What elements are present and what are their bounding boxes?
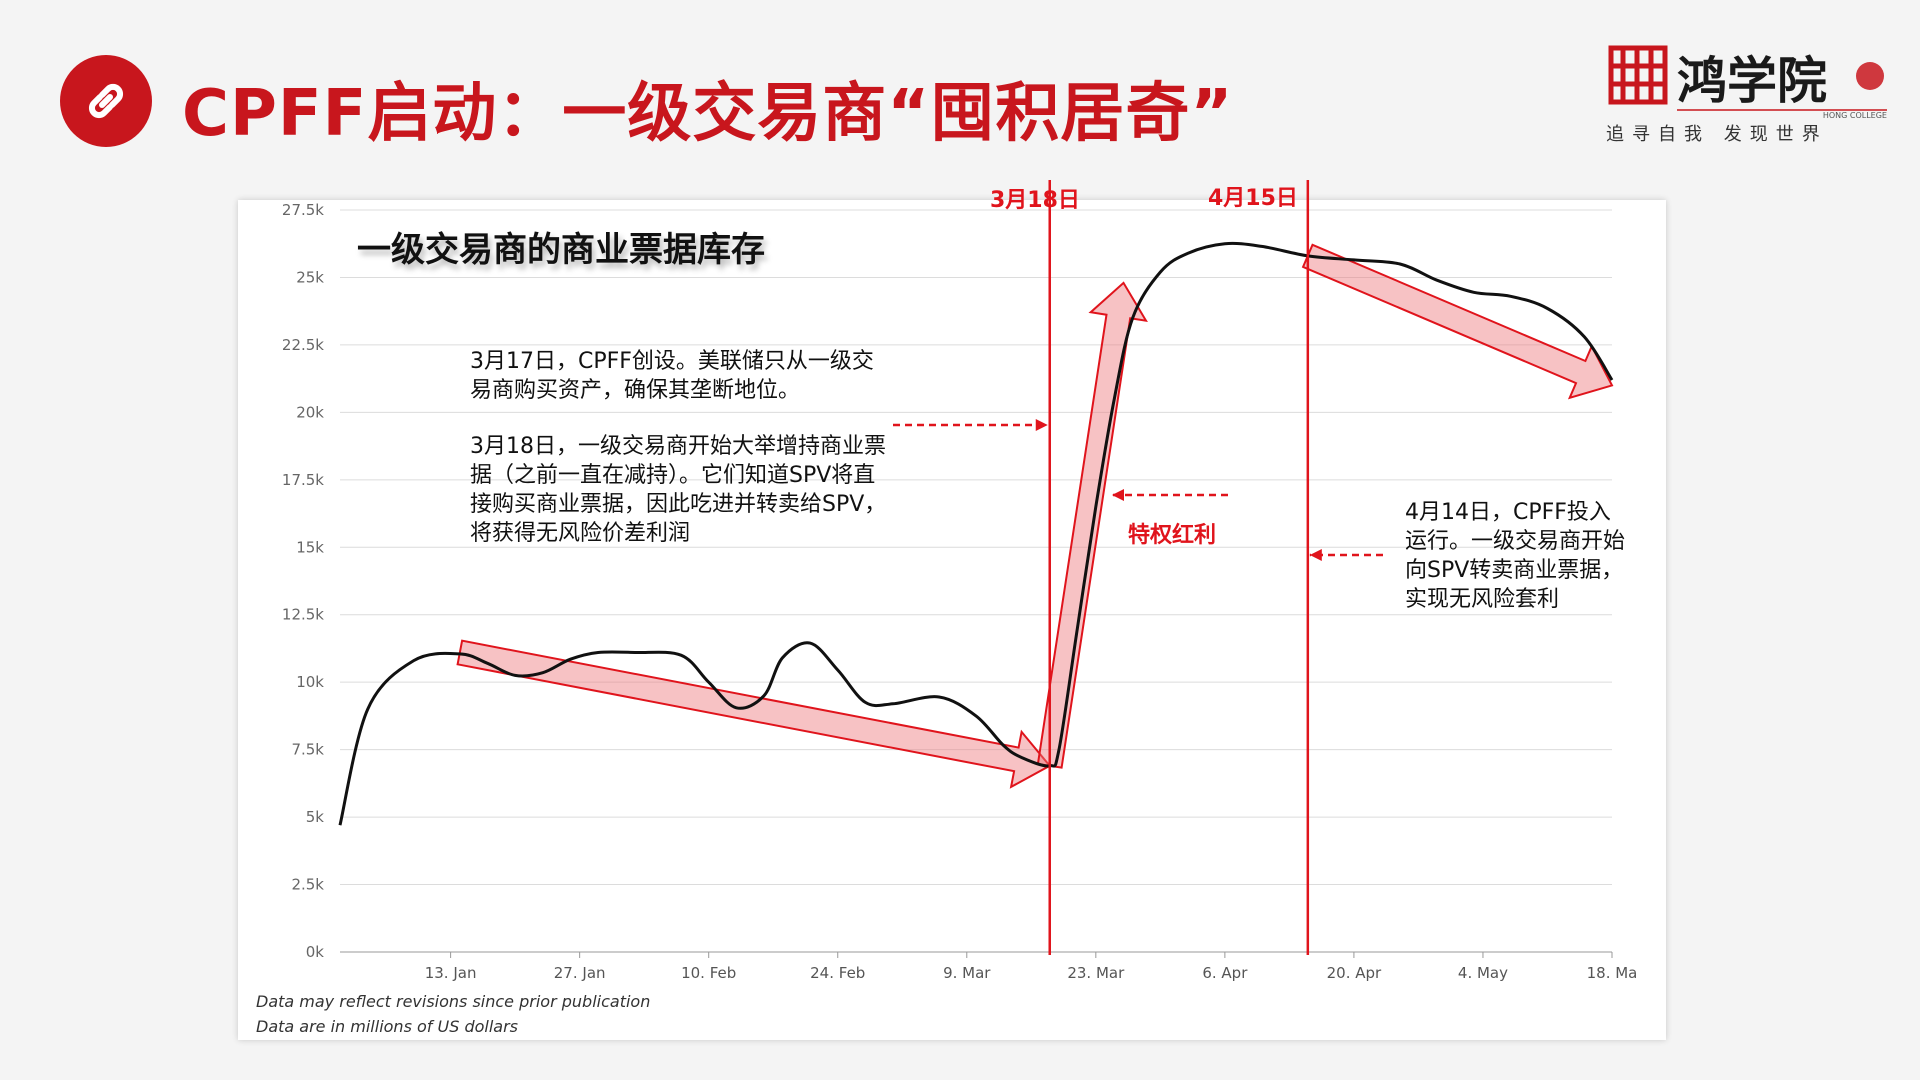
x-tick-label: 18. Ma — [1587, 964, 1638, 982]
x-tick-label: 4. May — [1458, 964, 1508, 982]
y-tick-label: 10k — [296, 673, 324, 691]
link-icon — [60, 55, 152, 147]
y-tick-label: 5k — [306, 808, 325, 826]
chart-panel — [238, 200, 1666, 1040]
x-tick-label: 6. Apr — [1202, 964, 1248, 982]
x-tick-label: 23. Mar — [1067, 964, 1125, 982]
page-title: CPFF启动：一级交易商“囤积居奇” — [182, 77, 1234, 151]
trend-arrow-3 — [1301, 243, 1614, 400]
x-tick-label: 20. Apr — [1327, 964, 1382, 982]
annotation-dealers-increase: 3月18日，一级交易商开始大举增持商业票据（之前一直在减持）。它们知道SPV将直… — [470, 432, 890, 548]
y-tick-label: 20k — [296, 403, 324, 421]
y-tick-label: 2.5k — [291, 876, 324, 894]
college-logo: 鸿学院 HONG COLLEGE — [1605, 40, 1890, 150]
annotation-text: 3月17日，CPFF创设。美联储只从一级交易商购买资产，确保其垄断地位。 — [470, 349, 874, 403]
x-tick-label: 24. Feb — [810, 964, 865, 982]
y-tick-label: 7.5k — [291, 741, 324, 759]
logo-wordmark: 鸿学院 — [1677, 51, 1827, 110]
callout-arrow-mar18-head — [1035, 419, 1048, 431]
footnote-revisions: Data may reflect revisions since prior p… — [256, 992, 651, 1011]
chart-title: 一级交易商的商业票据库存 — [357, 230, 765, 270]
y-tick-label: 27.5k — [282, 201, 324, 219]
x-tick-label: 9. Mar — [943, 964, 991, 982]
y-tick-label: 12.5k — [282, 606, 324, 624]
footnote-units: Data are in millions of US dollars — [256, 1017, 519, 1036]
callout-arrow-apr15-head — [1309, 549, 1322, 561]
privilege-label: 特权红利 — [1128, 523, 1217, 548]
y-tick-label: 25k — [296, 268, 324, 286]
x-tick-label: 10. Feb — [681, 964, 736, 982]
logo-slogan: 追寻自我 发现世界 — [1606, 124, 1828, 145]
logo-subtitle: HONG COLLEGE — [1823, 111, 1887, 120]
annotation-text: 3月18日，一级交易商开始大举增持商业票据（之前一直在减持）。它们知道SPV将直… — [470, 434, 887, 546]
y-tick-label: 0k — [306, 943, 325, 961]
annotation-text: 4月14日，CPFF投入运行。一级交易商开始向SPV转卖商业票据，实现无风险套利 — [1405, 500, 1626, 612]
callout-arrow-privilege-head — [1112, 489, 1124, 501]
y-tick-label: 17.5k — [282, 471, 324, 489]
x-tick-label: 27. Jan — [554, 964, 606, 982]
vline-label-mar18: 3月18日 — [990, 188, 1080, 213]
vline-label-apr15: 4月15日 — [1208, 186, 1298, 211]
annotation-cpff-created: 3月17日，CPFF创设。美联储只从一级交易商购买资产，确保其垄断地位。 — [470, 347, 890, 405]
series-line — [338, 241, 1614, 826]
trend-arrow-1 — [456, 639, 1052, 789]
x-tick-label: 13. Jan — [425, 964, 477, 982]
annotation-cpff-operating: 4月14日，CPFF投入运行。一级交易商开始向SPV转卖商业票据，实现无风险套利 — [1405, 498, 1625, 614]
y-tick-label: 15k — [296, 538, 324, 556]
y-tick-label: 22.5k — [282, 336, 324, 354]
